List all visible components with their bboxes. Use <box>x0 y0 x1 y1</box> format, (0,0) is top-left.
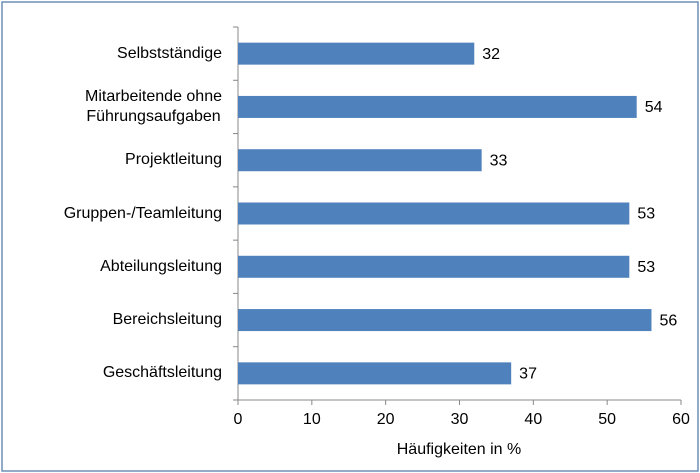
x-tick-label: 30 <box>451 411 469 428</box>
y-tick-label: Abteilungsleitung <box>100 257 222 275</box>
x-tick-label: 40 <box>524 411 542 428</box>
x-tick-label: 10 <box>303 411 321 428</box>
y-tick-label: Bereichsleitung <box>112 311 222 329</box>
y-tick-label: Projektleitung <box>125 151 222 169</box>
bar <box>238 149 482 172</box>
bar <box>238 42 475 65</box>
y-tick-label: Geschäftsleitung <box>102 364 222 382</box>
value-label: 37 <box>519 366 537 383</box>
bar <box>238 255 630 278</box>
value-label: 54 <box>645 99 663 116</box>
value-label: 33 <box>490 152 508 169</box>
value-label: 56 <box>659 312 677 329</box>
value-label: 53 <box>637 259 655 276</box>
value-label: 32 <box>482 46 500 63</box>
bar <box>238 362 512 385</box>
x-tick-label: 60 <box>672 411 690 428</box>
bar <box>238 202 630 225</box>
value-label: 53 <box>637 206 655 223</box>
x-tick-label: 0 <box>234 411 243 428</box>
y-tick-label: Mitarbeitende ohne Führungsaufgaben <box>85 87 222 125</box>
x-tick-label: 20 <box>377 411 395 428</box>
x-tick-label: 50 <box>598 411 616 428</box>
bar <box>238 309 652 332</box>
x-axis-title: Häufigkeiten in % <box>397 441 522 458</box>
y-tick-label: Gruppen-/Teamleitung <box>63 204 222 222</box>
y-tick-label: Selbstständige <box>117 44 222 62</box>
bar <box>238 95 637 118</box>
